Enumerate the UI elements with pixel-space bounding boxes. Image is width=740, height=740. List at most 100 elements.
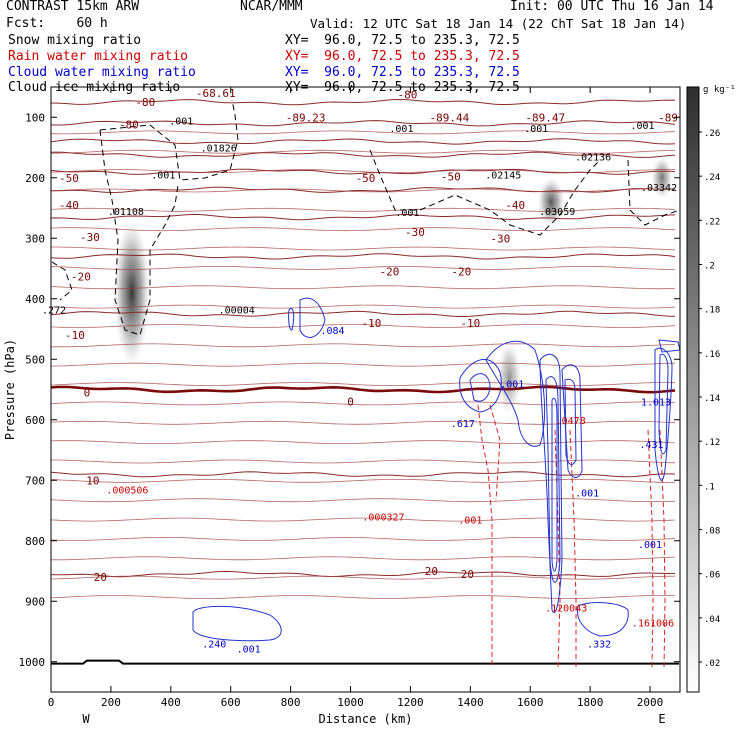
legend-label-cloud-ice: Cloud ice mixing ratio [8, 80, 181, 95]
maximum-value-label: .161006 [632, 618, 674, 629]
cloud-water-contour [658, 339, 680, 353]
x-tick-label: 1800 [577, 696, 604, 709]
maximum-value-label: .02136 [575, 153, 611, 164]
y-tick-label: 700 [25, 474, 45, 487]
y-tick-label: 800 [25, 535, 45, 548]
x-tick-label: 600 [221, 696, 241, 709]
maximum-value-label: .02145 [485, 171, 521, 182]
temperature-contour-minor [51, 382, 676, 387]
cloud-water-contour [551, 397, 558, 572]
maximum-value-label: .03342 [641, 183, 677, 194]
rain-water-contour [569, 429, 577, 668]
temperature-label: -80 [119, 119, 139, 132]
colorbar-label: .16 [704, 350, 720, 360]
maximum-value-label: .001 [151, 171, 175, 182]
maximum-value-label: .120043 [545, 603, 587, 614]
y-tick-label: 900 [25, 595, 45, 608]
y-axis-label: Pressure (hPa) [3, 339, 17, 440]
temperature-contour-minor [51, 227, 676, 232]
temperature-contour-minor [51, 536, 676, 541]
maximum-value-label: .001 [524, 124, 548, 135]
y-tick-label: 500 [25, 353, 45, 366]
temperature-label: 0 [347, 396, 354, 409]
temperature-label: -89 [658, 111, 678, 124]
maximum-value-label: .431 [639, 440, 663, 451]
temperature-label: 10 [86, 474, 99, 487]
y-tick-label: 300 [25, 232, 45, 245]
maximum-value-label: .01108 [108, 207, 144, 218]
cloud-water-contour [658, 353, 669, 455]
cloud-ice-contour [51, 261, 73, 301]
x-tick-label: 200 [101, 696, 121, 709]
colorbar-label: .26 [704, 129, 720, 139]
init-time: Init: 00 UTC Thu 16 Jan 14 [510, 0, 714, 14]
temperature-contour [51, 471, 676, 478]
maximum-value-label: .01826 [201, 144, 237, 155]
temperature-contour-minor [51, 285, 676, 290]
temperature-contour-minor [51, 324, 676, 328]
temperature-contour [51, 168, 676, 175]
maximum-value-label: .03059 [539, 207, 575, 218]
temperature-contour-minor [51, 343, 676, 348]
y-tick-label: 1000 [19, 656, 46, 669]
cloud-ice-contour [99, 129, 179, 336]
cloud-water-contour [564, 378, 577, 466]
colorbar-label: .24 [704, 173, 720, 183]
maximum-value-label: .001 [169, 116, 193, 127]
maximum-value-label: .00004 [219, 306, 255, 317]
y-tick-label: 600 [25, 414, 45, 427]
maximum-value-label: .001 [575, 488, 599, 499]
y-tick-label: 400 [25, 293, 45, 306]
temperature-contour-minor [51, 169, 675, 173]
rain-water-contour [659, 429, 666, 669]
temperature-label: -30 [490, 232, 510, 245]
cloud-ice-shade-1 [537, 177, 565, 227]
temperature-label: -30 [405, 226, 425, 239]
rain-water-contour [489, 404, 501, 501]
temperature-label: 20 [461, 568, 474, 581]
y-tick-label: 200 [25, 172, 45, 185]
maximum-value-label: .084 [321, 326, 345, 337]
cloud-water-contour [561, 364, 583, 478]
temperature-label: -10 [65, 329, 85, 342]
cloud-ice-shade-2 [651, 156, 673, 199]
y-tick-label: 100 [25, 111, 45, 124]
organization: NCAR/MMM [240, 0, 303, 14]
temperature-label: 0 [84, 387, 91, 400]
cloud-water-contour [654, 347, 673, 481]
temperature-contour-minor [51, 188, 676, 193]
maximum-value-label: .001 [395, 208, 419, 219]
cloud-water-contour [545, 376, 561, 583]
forecast-hour: Fcst: 60 h [6, 16, 108, 31]
temperature-contour-minor [51, 420, 676, 425]
colorbar-label: .02 [704, 659, 720, 669]
maximum-value-label: .332 [587, 640, 611, 651]
legend-xy-cloud-water: XY= 96.0, 72.5 to 235.3, 72.5 [285, 65, 520, 80]
temperature-label: -89.47 [525, 111, 565, 124]
temperature-contour [51, 310, 676, 317]
colorbar-label: .1 [704, 482, 715, 492]
x-tick-label: 0 [48, 696, 55, 709]
legend-label-snow: Snow mixing ratio [8, 33, 142, 48]
temperature-contour-minor [51, 517, 676, 522]
temperature-label: -40 [59, 199, 79, 212]
temperature-contour-minor [51, 246, 676, 251]
cloud-ice-contour [627, 159, 680, 226]
colorbar [686, 86, 700, 693]
temperature-label: -20 [71, 270, 91, 283]
temperature-label: -50 [59, 172, 79, 185]
x-tick-label: 1600 [517, 696, 544, 709]
maximum-value-label: .001 [631, 121, 655, 132]
maximum-value-label: .240 [202, 640, 226, 651]
colorbar-unit: g kg⁻¹ [703, 85, 736, 95]
temperature-contour [51, 151, 676, 158]
cloud-water-contour [288, 307, 295, 331]
maximum-value-label: 1.013 [641, 398, 671, 409]
maximum-value-label: .000327 [362, 513, 404, 524]
temperature-contour-minor [51, 130, 676, 135]
rain-water-contour [647, 429, 654, 669]
temperature-label: -20 [451, 266, 471, 279]
east-label: E [658, 712, 665, 726]
